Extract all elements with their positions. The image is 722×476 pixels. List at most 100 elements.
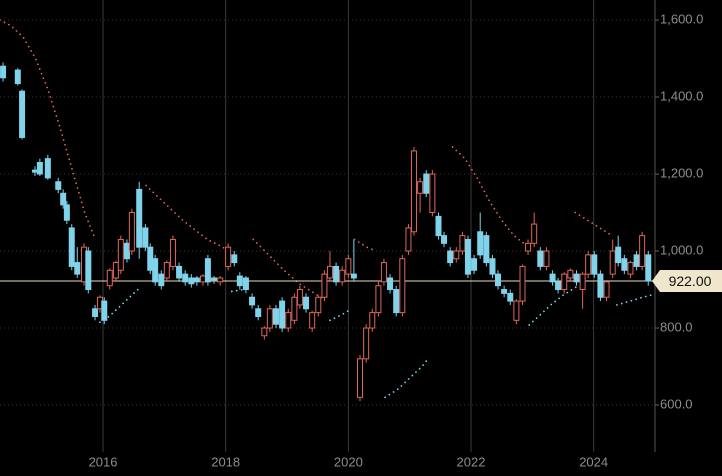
candle-body: [591, 254, 598, 275]
y-tick-label: 800.0: [660, 319, 693, 334]
candle-body: [193, 277, 200, 283]
candle-body: [471, 258, 478, 271]
candle-body: [315, 296, 322, 314]
candle-body: [561, 273, 568, 291]
candle-body: [225, 246, 232, 267]
candle-body: [326, 265, 333, 279]
candle-body: [380, 262, 387, 283]
candle-body: [231, 254, 238, 264]
candle-body: [123, 242, 130, 260]
candle-body: [531, 223, 538, 244]
candle-body: [211, 277, 218, 281]
candle-body: [350, 273, 357, 279]
candle-body: [249, 296, 256, 306]
candle-body: [621, 258, 628, 271]
candle-body: [14, 69, 21, 85]
candle-body: [55, 181, 62, 190]
candle-body: [36, 161, 43, 175]
candle-body: [285, 312, 292, 329]
candle-body: [489, 258, 496, 275]
candle-body: [152, 258, 159, 283]
candle-body: [494, 273, 501, 287]
candle-body: [399, 258, 406, 314]
candle-body: [128, 212, 135, 252]
candle-body: [31, 169, 38, 173]
candle-body: [339, 269, 346, 283]
candle-body: [85, 250, 92, 291]
candle-body: [236, 275, 243, 287]
candle-body: [63, 204, 70, 221]
candle-body: [147, 246, 154, 271]
candle-body: [204, 258, 211, 283]
candle-body: [447, 250, 454, 264]
candle-body: [459, 235, 466, 252]
candle-body: [507, 292, 514, 302]
x-tick-label: 2016: [89, 454, 118, 469]
candle-body: [142, 227, 149, 248]
candle-body: [200, 275, 207, 283]
candle-body: [549, 273, 556, 283]
candle-body: [393, 289, 400, 314]
candle-body: [176, 265, 183, 279]
candle-body: [483, 235, 490, 264]
sar-dots: [0, 19, 613, 301]
candle-body: [633, 254, 640, 267]
candle-body: [639, 235, 646, 267]
candle-body: [309, 312, 316, 329]
candle-body: [501, 289, 508, 294]
candle-body: [68, 227, 75, 267]
candle-body: [182, 273, 189, 283]
candle-body: [163, 262, 170, 279]
candle-body: [387, 277, 394, 291]
candle-body: [169, 238, 176, 267]
candle-body: [435, 215, 442, 237]
candle-body: [477, 231, 484, 256]
candle-body: [585, 254, 592, 275]
candle-body: [513, 300, 520, 321]
y-tick-label: 600.0: [660, 396, 693, 411]
candle-body: [74, 262, 81, 275]
candle-body: [453, 250, 460, 260]
candle-body: [158, 273, 165, 287]
candle-body: [375, 285, 382, 314]
candle-body: [291, 296, 298, 321]
candle-body: [405, 227, 412, 252]
candle-body: [106, 269, 113, 287]
candle-body: [615, 246, 622, 264]
candle-body: [537, 250, 544, 267]
candle-body: [429, 173, 436, 214]
candle-body: [60, 192, 67, 206]
candle-body: [627, 262, 634, 275]
candle-body: [555, 281, 562, 291]
y-tick-label: 1,600.0: [660, 11, 703, 26]
candle-body: [261, 327, 268, 337]
candle-body: [272, 308, 279, 325]
candle-body: [279, 300, 286, 329]
candle-body: [19, 90, 26, 138]
x-tick-label: 2020: [334, 454, 363, 469]
candle-body: [597, 273, 604, 298]
y-tick-label: 1,400.0: [660, 88, 703, 103]
candle-body: [112, 262, 119, 279]
x-tick-label: 2024: [579, 454, 608, 469]
candle-body: [567, 269, 574, 279]
candle-body: [423, 173, 430, 194]
candle-body: [573, 273, 580, 283]
candle-body: [417, 181, 424, 194]
candle-body: [0, 65, 7, 79]
y-tick-label: 1,200.0: [660, 165, 703, 180]
price-tag-label: 922.00: [669, 273, 712, 289]
candle-body: [369, 312, 376, 329]
candle-body: [603, 281, 610, 298]
candle-body: [357, 358, 364, 398]
candle-body: [136, 188, 143, 248]
candle-body: [645, 254, 652, 282]
x-tick-label: 2022: [457, 454, 486, 469]
candle-body: [345, 258, 352, 275]
candle-body: [441, 235, 448, 244]
x-tick-label: 2018: [211, 454, 240, 469]
candle-body: [117, 238, 124, 271]
candle-body: [255, 308, 262, 317]
candle-body: [242, 277, 249, 291]
candle-body: [217, 277, 224, 283]
